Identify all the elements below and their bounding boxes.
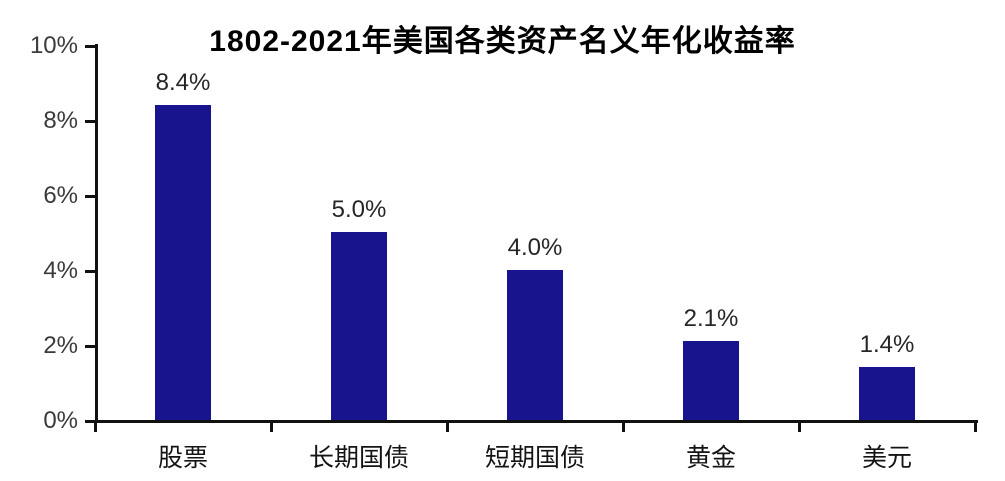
- chart-title: 1802-2021年美国各类资产名义年化收益率: [209, 25, 796, 58]
- bar: [859, 367, 915, 420]
- y-axis-tick: [85, 195, 96, 198]
- bar-value-label: 1.4%: [859, 331, 915, 358]
- x-category-label: 短期国债: [484, 443, 585, 472]
- y-tick-label: 4%: [43, 257, 78, 284]
- bar: [155, 105, 211, 420]
- bar: [683, 341, 739, 420]
- bar: [507, 270, 563, 420]
- x-category-label: 股票: [157, 443, 208, 472]
- y-axis-tick: [85, 270, 96, 273]
- bar: [331, 232, 387, 420]
- bar-value-label: 5.0%: [331, 196, 387, 223]
- x-category-label: 美元: [861, 443, 912, 472]
- y-axis-tick: [85, 120, 96, 123]
- x-axis-line: [95, 420, 978, 423]
- x-category-label: 长期国债: [308, 443, 409, 472]
- y-axis-tick: [85, 420, 96, 423]
- x-axis-tick: [270, 423, 273, 432]
- y-axis-tick: [85, 45, 96, 48]
- y-tick-label: 2%: [43, 332, 78, 359]
- x-axis-tick: [622, 423, 625, 432]
- x-axis-tick: [94, 423, 97, 432]
- bar-value-label: 2.1%: [683, 305, 739, 332]
- y-axis-line: [95, 44, 98, 423]
- y-tick-label: 8%: [43, 107, 78, 134]
- x-axis-tick: [798, 423, 801, 432]
- x-axis-tick: [974, 423, 977, 432]
- x-axis-tick: [446, 423, 449, 432]
- bar-value-label: 4.0%: [507, 234, 563, 261]
- y-tick-label: 0%: [43, 407, 78, 434]
- x-category-label: 黄金: [685, 443, 736, 472]
- bar-value-label: 8.4%: [155, 69, 211, 96]
- y-tick-label: 10%: [29, 32, 78, 59]
- y-tick-label: 6%: [43, 182, 78, 209]
- y-axis-tick: [85, 345, 96, 348]
